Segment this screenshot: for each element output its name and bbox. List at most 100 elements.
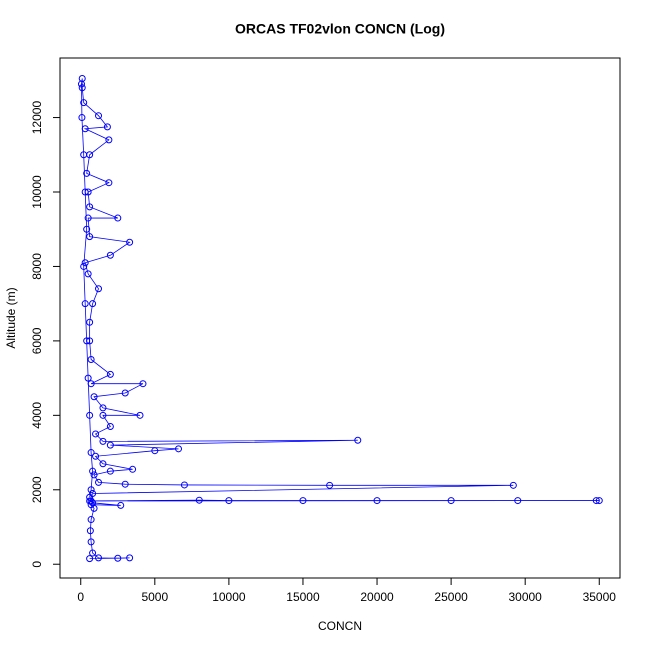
data-point [95, 285, 103, 293]
data-point [106, 423, 114, 431]
x-tick-label: 0 [77, 590, 84, 604]
data-point [81, 300, 89, 308]
data-point [326, 481, 334, 489]
data-point [180, 481, 188, 489]
data-point [83, 169, 91, 177]
x-tick-label: 15000 [286, 590, 320, 604]
data-point [151, 447, 159, 455]
data-point [129, 465, 137, 473]
data-point [87, 486, 95, 494]
data-point [80, 99, 88, 107]
data-point [86, 203, 94, 211]
data-point [80, 151, 88, 159]
data-point [78, 114, 86, 122]
data-point [592, 497, 600, 505]
y-tick-label: 4000 [30, 402, 44, 429]
data-point [121, 480, 129, 488]
data-point [87, 516, 95, 524]
data-point [99, 460, 107, 468]
data-point [84, 374, 92, 382]
data-point [90, 471, 98, 479]
data-point [99, 411, 107, 419]
data-point [83, 225, 91, 233]
data-line [81, 78, 600, 560]
x-tick-label: 25000 [434, 590, 468, 604]
data-point [595, 497, 603, 505]
data-point [81, 125, 89, 133]
data-point [105, 179, 113, 187]
x-tick-label: 20000 [360, 590, 394, 604]
data-point [86, 555, 94, 563]
data-point [84, 270, 92, 278]
data-point [89, 467, 97, 475]
data-point [86, 411, 94, 419]
data-point [175, 445, 183, 453]
data-point [84, 188, 92, 196]
data-point [86, 337, 94, 345]
data-point [87, 356, 95, 364]
data-point [80, 262, 88, 270]
data-point [89, 549, 97, 557]
data-point [509, 481, 517, 489]
data-point [126, 238, 134, 246]
data-point [95, 554, 103, 562]
data-point [114, 554, 122, 562]
x-tick-label: 35000 [583, 590, 617, 604]
data-point [99, 437, 107, 445]
y-tick-label: 6000 [30, 327, 44, 354]
y-tick-label: 12000 [30, 101, 44, 135]
x-tick-label: 30000 [508, 590, 542, 604]
chart-title: ORCAS TF02vlon CONCN (Log) [235, 21, 445, 37]
data-point [86, 527, 94, 535]
data-point [77, 80, 85, 88]
data-point [354, 436, 362, 444]
data-point [92, 430, 100, 438]
x-axis-label: CONCN [318, 619, 362, 633]
data-point [139, 380, 147, 388]
data-point [117, 501, 125, 509]
data-point [95, 478, 103, 486]
data-point [95, 112, 103, 120]
data-point [106, 251, 114, 259]
data-point [87, 538, 95, 546]
data-point [136, 411, 144, 419]
data-point [126, 554, 134, 562]
data-point [90, 393, 98, 401]
data-point [83, 337, 91, 345]
data-point [89, 300, 97, 308]
data-point [106, 370, 114, 378]
data-point [86, 318, 94, 326]
data-point [81, 259, 89, 267]
data-point [86, 497, 94, 505]
data-point [514, 497, 522, 505]
data-point [99, 404, 107, 412]
data-point [106, 467, 114, 475]
y-axis-label: Altitude (m) [4, 287, 18, 348]
data-point [81, 188, 89, 196]
data-point [87, 449, 95, 457]
y-tick-label: 10000 [30, 175, 44, 209]
data-point [87, 501, 95, 509]
data-point [78, 84, 86, 92]
data-point [105, 136, 113, 144]
data-point [103, 123, 111, 131]
y-tick-label: 2000 [30, 476, 44, 503]
data-point [87, 380, 95, 388]
data-point [373, 497, 381, 505]
y-tick-label: 8000 [30, 253, 44, 280]
data-point [92, 452, 100, 460]
data-point [86, 493, 94, 501]
data-point [86, 233, 94, 241]
data-point [121, 389, 129, 397]
data-point [299, 497, 307, 505]
data-point [84, 214, 92, 222]
data-point [195, 496, 203, 504]
data-point [114, 214, 122, 222]
data-point [225, 497, 233, 505]
data-point [447, 497, 455, 505]
x-tick-label: 5000 [141, 590, 168, 604]
x-tick-label: 10000 [212, 590, 246, 604]
data-point [106, 441, 114, 449]
